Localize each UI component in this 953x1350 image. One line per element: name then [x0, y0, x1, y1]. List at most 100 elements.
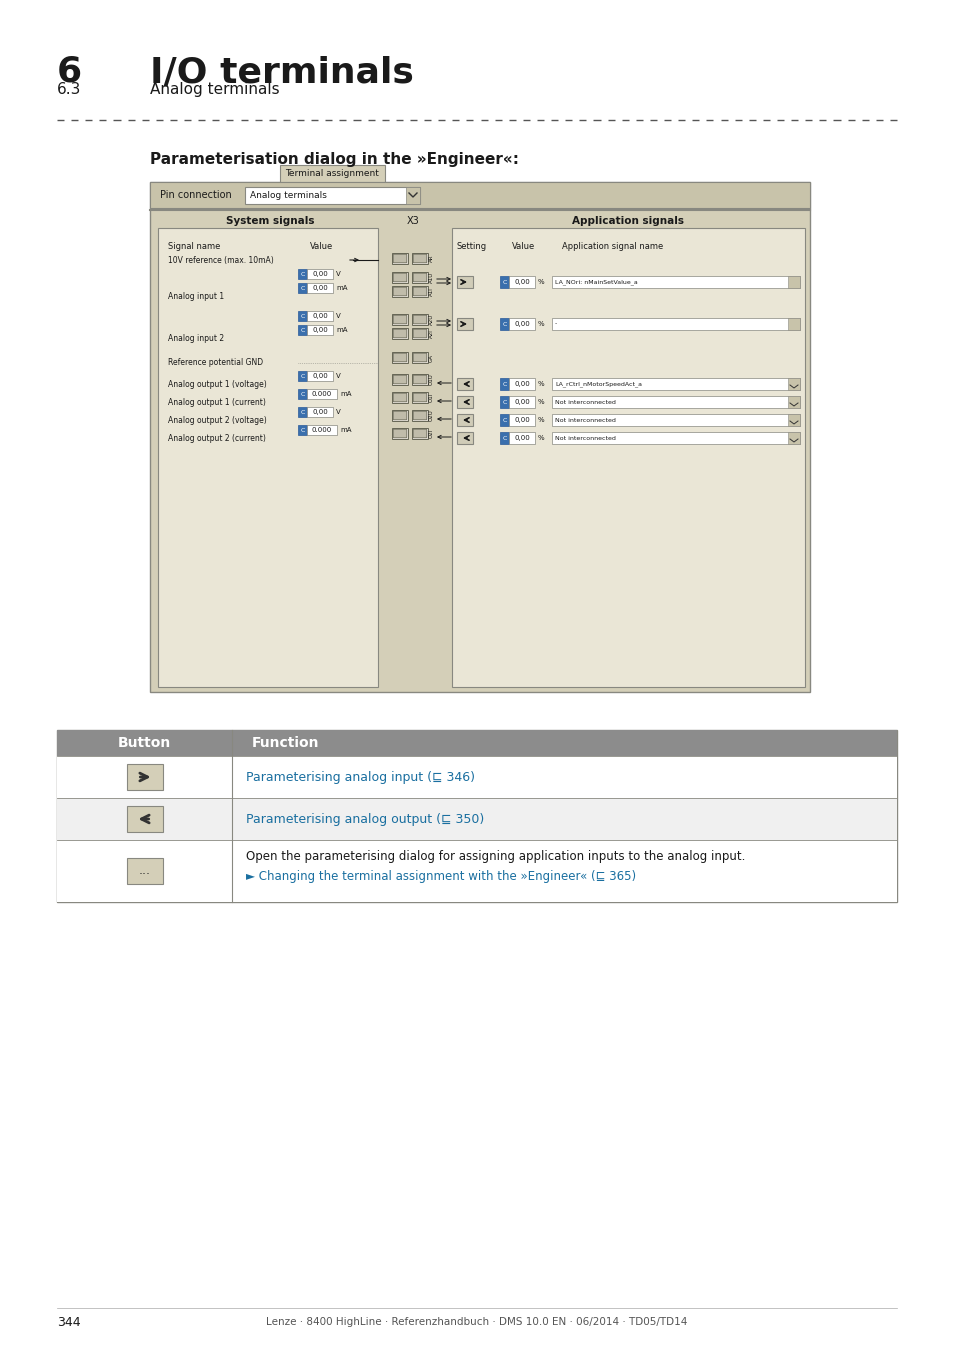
Bar	[150, 182, 809, 208]
Text: C: C	[300, 285, 304, 290]
Text: ...: ...	[138, 864, 151, 878]
Bar	[307, 284, 333, 293]
Bar	[307, 371, 333, 381]
Text: AR: AR	[428, 255, 433, 262]
Bar	[456, 414, 473, 427]
Text: LA_NOri: nMainSetValue_a: LA_NOri: nMainSetValue_a	[555, 279, 638, 285]
Bar	[307, 425, 336, 435]
Bar	[456, 319, 473, 329]
Bar	[452, 228, 804, 687]
Bar	[392, 271, 408, 284]
Text: 0,00: 0,00	[312, 271, 328, 277]
Text: C: C	[502, 436, 506, 440]
Bar	[412, 410, 428, 421]
FancyBboxPatch shape	[413, 288, 426, 296]
Text: A1I: A1I	[428, 288, 433, 296]
Text: mA: mA	[339, 392, 351, 397]
Text: mA: mA	[335, 285, 347, 292]
Text: %: %	[537, 381, 544, 387]
FancyBboxPatch shape	[413, 429, 426, 437]
Bar	[412, 271, 428, 284]
Text: Not interconnected: Not interconnected	[555, 417, 616, 423]
Text: A1U: A1U	[428, 271, 433, 284]
Text: Parameterisation dialog in the »Engineer«:: Parameterisation dialog in the »Engineer…	[150, 153, 518, 167]
Text: Terminal assignment: Terminal assignment	[285, 169, 378, 178]
Text: C: C	[300, 392, 304, 397]
Text: 0,00: 0,00	[514, 435, 529, 441]
Text: -: -	[555, 321, 557, 327]
Text: 0,00: 0,00	[514, 381, 529, 387]
Text: Open the parameterising dialog for assigning application inputs to the analog in: Open the parameterising dialog for assig…	[246, 850, 744, 863]
FancyBboxPatch shape	[393, 315, 406, 324]
Text: 0,00: 0,00	[514, 400, 529, 405]
Text: mA: mA	[335, 327, 347, 333]
FancyBboxPatch shape	[413, 354, 426, 362]
Text: C: C	[502, 417, 506, 423]
Bar	[509, 319, 535, 329]
Bar	[456, 275, 473, 288]
FancyBboxPatch shape	[413, 412, 426, 420]
Text: System signals: System signals	[226, 216, 314, 225]
Text: Signal name: Signal name	[168, 242, 220, 251]
Text: 10V reference (max. 10mA): 10V reference (max. 10mA)	[168, 256, 274, 265]
Bar	[412, 392, 428, 404]
Text: Analog terminals: Analog terminals	[250, 190, 327, 200]
Bar	[412, 315, 428, 325]
Bar	[412, 286, 428, 297]
FancyBboxPatch shape	[393, 288, 406, 296]
Bar	[392, 392, 408, 404]
Bar	[456, 432, 473, 444]
Bar	[787, 319, 800, 329]
Text: 6: 6	[57, 55, 82, 89]
Text: Parameterising analog input (⊑ 346): Parameterising analog input (⊑ 346)	[246, 771, 475, 783]
FancyBboxPatch shape	[413, 315, 426, 324]
Text: A2I: A2I	[428, 329, 433, 338]
Bar	[297, 325, 307, 335]
Bar	[552, 396, 800, 408]
Bar	[392, 374, 408, 385]
Bar	[787, 432, 800, 444]
Text: 0,00: 0,00	[514, 417, 529, 423]
Text: C: C	[300, 313, 304, 319]
Bar	[57, 730, 896, 756]
Text: Value: Value	[310, 242, 333, 251]
FancyBboxPatch shape	[393, 393, 406, 402]
Text: Button: Button	[118, 736, 171, 751]
Bar	[392, 252, 408, 265]
FancyBboxPatch shape	[413, 273, 426, 282]
Text: Analog output 1 (voltage): Analog output 1 (voltage)	[168, 379, 267, 389]
Text: C: C	[502, 321, 506, 327]
Text: Application signals: Application signals	[572, 216, 684, 225]
Bar	[392, 352, 408, 363]
Text: Analog input 1: Analog input 1	[168, 292, 224, 301]
FancyBboxPatch shape	[393, 429, 406, 437]
Text: C: C	[502, 400, 506, 405]
Bar	[499, 414, 509, 427]
Text: Not interconnected: Not interconnected	[555, 436, 616, 440]
Bar	[552, 275, 800, 288]
Bar	[297, 269, 307, 279]
Bar	[127, 859, 162, 884]
Text: Lenze · 8400 HighLine · Referenzhandbuch · DMS 10.0 EN · 06/2014 · TD05/TD14: Lenze · 8400 HighLine · Referenzhandbuch…	[266, 1318, 687, 1327]
Bar	[552, 414, 800, 427]
Text: 0,00: 0,00	[514, 321, 529, 327]
Bar	[406, 188, 419, 204]
Bar	[412, 374, 428, 385]
Text: Analog output 1 (current): Analog output 1 (current)	[168, 398, 266, 406]
FancyBboxPatch shape	[413, 329, 426, 338]
FancyBboxPatch shape	[413, 393, 426, 402]
Text: %: %	[537, 417, 544, 423]
Bar	[456, 396, 473, 408]
Text: ► Changing the terminal assignment with the »Engineer« (⊑ 365): ► Changing the terminal assignment with …	[246, 869, 636, 883]
Bar	[297, 425, 307, 435]
Bar	[57, 798, 896, 840]
Bar	[412, 328, 428, 339]
Bar	[307, 325, 333, 335]
Bar	[307, 406, 333, 417]
Text: C: C	[300, 428, 304, 432]
Bar	[57, 730, 896, 902]
Bar	[392, 328, 408, 339]
Text: 0.000: 0.000	[312, 427, 332, 433]
Text: O2U: O2U	[428, 409, 433, 421]
Text: V: V	[335, 409, 340, 414]
